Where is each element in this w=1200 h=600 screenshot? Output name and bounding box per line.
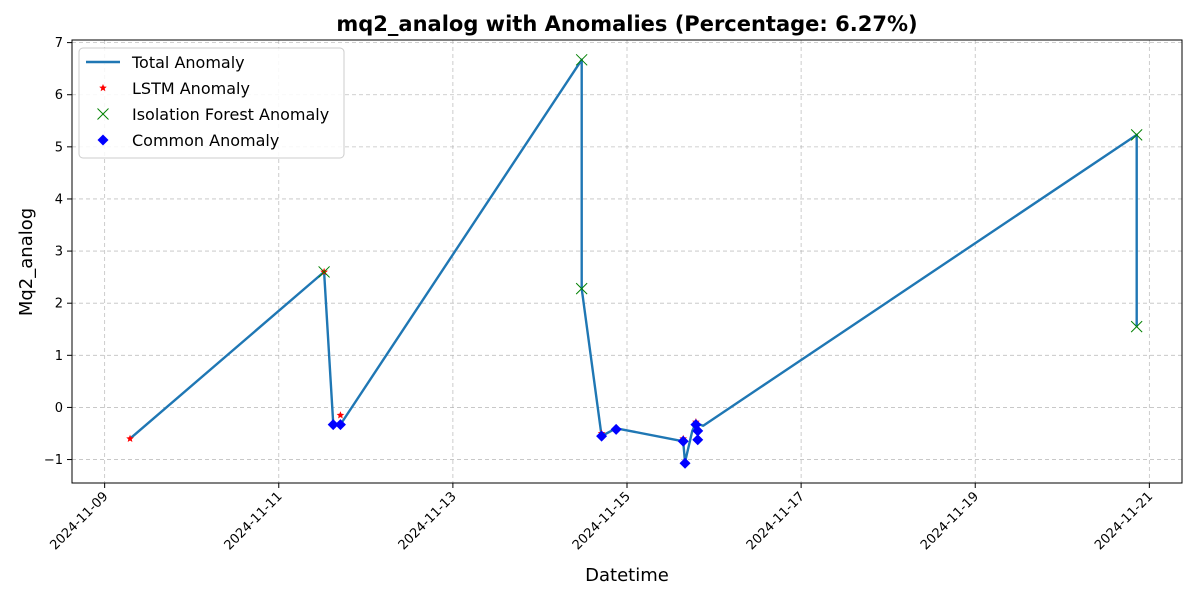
x-tick-label: 2024-11-15	[570, 489, 634, 553]
series-common-anomaly	[327, 419, 704, 469]
y-tick-label: −1	[44, 453, 63, 468]
common-anomaly-point	[677, 435, 689, 447]
lstm-anomaly-point	[126, 434, 134, 442]
y-tick-label: 3	[55, 245, 63, 260]
chart-title: mq2_analog with Anomalies (Percentage: 6…	[336, 12, 917, 36]
isolation-forest-anomaly-point-stroke	[1130, 129, 1143, 141]
x-tick-label: 2024-11-19	[918, 489, 982, 553]
y-tick-label: 4	[55, 192, 63, 207]
x-tick-label: 2024-11-11	[222, 489, 286, 553]
legend-label-total-anomaly: Total Anomaly	[131, 53, 245, 72]
isolation-forest-anomaly-point-stroke	[1130, 320, 1143, 333]
y-tick-label: 1	[55, 349, 63, 364]
legend-swatch-isolation-forest-anomaly	[97, 108, 109, 120]
series-layer	[126, 53, 1143, 469]
lstm-anomaly-point	[336, 411, 345, 419]
legend-swatch-lstm-anomaly	[99, 84, 107, 92]
grid-layer	[72, 40, 1182, 483]
x-tick-label: 2024-11-21	[1092, 489, 1156, 553]
legend-items: Total Anomaly LSTM Anomaly Isolation Fores…	[86, 53, 329, 150]
isolation-forest-anomaly-point	[1130, 320, 1143, 333]
common-anomaly-point	[610, 423, 622, 435]
isolation-forest-anomaly-point	[575, 282, 588, 295]
common-anomaly-point	[596, 430, 608, 442]
legend-box	[78, 47, 345, 159]
isolation-forest-anomaly-point	[575, 53, 588, 66]
common-anomaly-point	[692, 425, 704, 437]
common-anomaly-point	[679, 457, 691, 469]
isolation-forest-anomaly-point	[318, 266, 330, 278]
legend: Total Anomaly LSTM Anomaly Isolation Fores…	[78, 47, 345, 159]
y-tick-label: 0	[55, 401, 63, 416]
x-tick-label: 2024-11-13	[396, 489, 460, 553]
x-axis-label: Datetime	[585, 565, 669, 586]
y-tick-label: 5	[55, 140, 63, 155]
isolation-forest-anomaly-point	[1130, 129, 1143, 141]
isolation-forest-anomaly-point-stroke	[318, 266, 330, 278]
isolation-forest-anomaly-point-stroke	[575, 282, 588, 295]
legend-label-lstm-anomaly: LSTM Anomaly	[132, 79, 250, 98]
legend-label-isolation-forest-anomaly: Isolation Forest Anomaly	[132, 105, 329, 124]
legend-swatch-common-anomaly	[97, 134, 109, 146]
y-axis-label: Mq2_analog	[16, 208, 37, 316]
common-anomaly-point	[692, 434, 704, 446]
x-tick-label: 2024-11-17	[744, 489, 808, 553]
common-anomaly-point	[334, 419, 346, 431]
y-tick-label: 2	[55, 297, 63, 312]
common-anomaly-point	[327, 419, 339, 431]
isolation-forest-anomaly-point-stroke	[575, 53, 588, 66]
legend-label-common-anomaly: Common Anomaly	[132, 131, 279, 150]
legend-swatch-isolation-forest-anomaly-stroke	[97, 108, 109, 120]
series-isolation-forest-anomaly	[318, 53, 1143, 333]
x-tick-label: 2024-11-09	[47, 489, 111, 553]
y-tick-label: 6	[55, 88, 63, 103]
y-tick-label: 7	[55, 36, 63, 51]
